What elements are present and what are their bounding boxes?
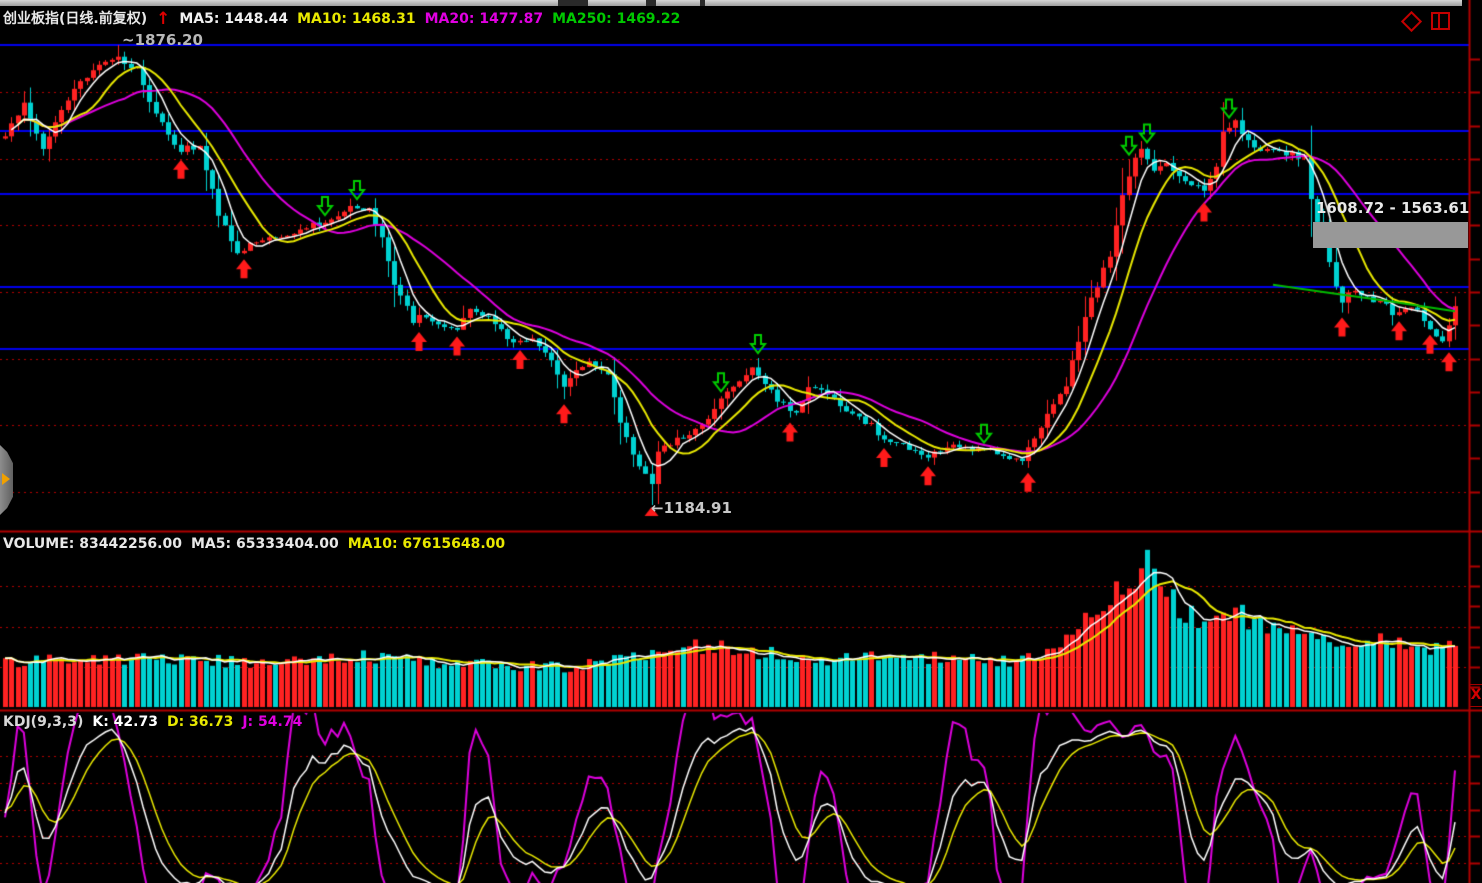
gap-highlight-band xyxy=(1313,222,1468,248)
sidebar-expand-tab[interactable] xyxy=(0,445,13,515)
ma-legend-item: MA250: 1469.22 xyxy=(552,11,681,27)
volume-pane-header: VOLUME: 83442256.00 MA5: 65333404.00 MA10:… xyxy=(3,536,523,552)
kdj-pane-header: KDJ(9,3,3) K: 42.73 D: 36.73 J: 54.74 xyxy=(3,714,320,730)
kdj-legend-item: D: 36.73 xyxy=(166,714,234,730)
instrument-title: 创业板指(日线.前复权) xyxy=(3,11,148,27)
strip-notch xyxy=(700,0,705,6)
ma-legend-item: MA5: 1448.44 xyxy=(179,11,289,27)
kdj-legend-item: J: 54.74 xyxy=(242,714,303,730)
candle-pane-header: 创业板指(日线.前复权) ↑ MA5: 1448.44 MA10: 1468.31 MA… xyxy=(3,8,698,29)
ma-legend-item: MA10: 1468.31 xyxy=(297,11,416,27)
high-price-annotation: ~1876.20 xyxy=(122,31,203,49)
diamond-tool-icon[interactable] xyxy=(1400,10,1423,32)
kdj-legend-item: KDJ(9,3,3) xyxy=(3,714,84,730)
low-price-annotation: ←1184.91 xyxy=(651,499,732,517)
strip-notch xyxy=(646,0,656,6)
strip-notch xyxy=(558,0,588,6)
indicator-close-button[interactable]: X xyxy=(1469,684,1482,707)
ma-legend: MA5: 1448.44 MA10: 1468.31 MA20: 1477.87 MA… xyxy=(179,11,689,27)
volume-legend-item: VOLUME: 83442256.00 xyxy=(3,536,182,552)
kdj-legend-item: K: 42.73 xyxy=(92,714,158,730)
volume-legend-item: MA10: 67615648.00 xyxy=(347,536,506,552)
split-window-icon[interactable] xyxy=(1431,12,1450,30)
volume-legend: VOLUME: 83442256.00 MA5: 65333404.00 MA10:… xyxy=(3,536,514,552)
expand-arrow-icon xyxy=(2,473,10,485)
trend-up-icon: ↑ xyxy=(156,9,171,29)
volume-legend-item: MA5: 65333404.00 xyxy=(190,536,339,552)
chart-toolbar xyxy=(1400,10,1450,32)
gap-range-annotation: 1608.72 - 1563.61 xyxy=(1316,199,1470,217)
ma-legend-item: MA20: 1477.87 xyxy=(424,11,544,27)
split-divider xyxy=(1438,14,1440,28)
kdj-legend: KDJ(9,3,3) K: 42.73 D: 36.73 J: 54.74 xyxy=(3,714,311,730)
window-top-strip xyxy=(0,0,1462,6)
